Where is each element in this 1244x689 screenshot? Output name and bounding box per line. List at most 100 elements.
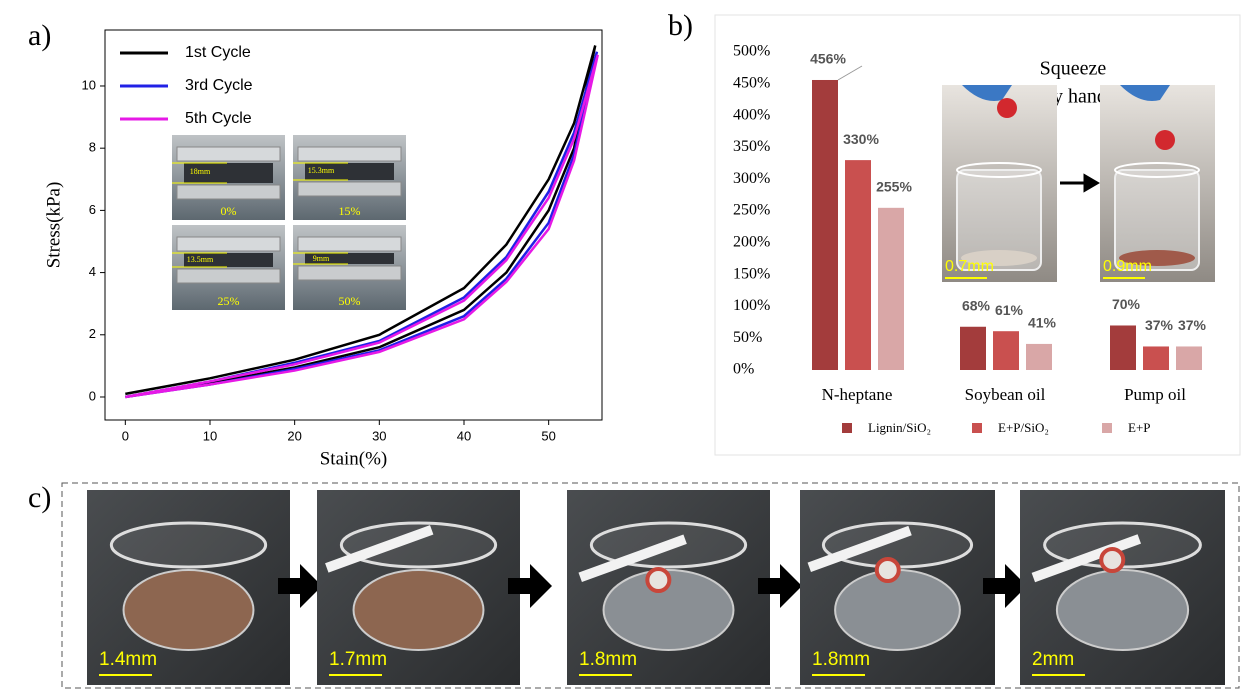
- legend-label: 5th Cycle: [185, 110, 252, 127]
- beaker-base: [122, 569, 255, 651]
- beaker-rim: [956, 162, 1042, 178]
- series-line: [125, 54, 599, 399]
- y-tick-label: 200%: [733, 233, 770, 250]
- legend-swatch: [972, 423, 982, 433]
- value-label: 70%: [1112, 296, 1141, 312]
- bar: [993, 331, 1019, 370]
- plot-frame: [104, 29, 603, 421]
- bar: [960, 326, 986, 370]
- y-tick-label: 300%: [733, 170, 770, 187]
- inset-strain: 15%: [339, 204, 361, 218]
- beaker-rim: [1114, 162, 1200, 178]
- x-tick-label: Pump oil: [1124, 385, 1186, 404]
- photo-caption: Squeeze: [1040, 58, 1107, 80]
- y-tick-label: 0%: [733, 361, 754, 378]
- glove: [1120, 85, 1170, 101]
- inset-photo: 9mm 50%: [293, 225, 406, 310]
- annotation-leader: [837, 65, 863, 81]
- beaker-base: [1055, 569, 1190, 651]
- tweezer: [807, 525, 912, 572]
- bar: [1110, 325, 1136, 370]
- beaker-base: [834, 569, 961, 651]
- photo: [942, 85, 1057, 282]
- value-label: 255%: [876, 179, 912, 195]
- tweezer: [1031, 534, 1142, 583]
- beaker-base: [352, 569, 485, 651]
- panel-label: a): [28, 19, 51, 52]
- bar: [1176, 346, 1202, 370]
- value-label: 37%: [1178, 317, 1207, 333]
- tweezer: [325, 525, 434, 573]
- bar: [878, 207, 904, 370]
- sponge: [997, 98, 1017, 118]
- sample: [184, 253, 273, 267]
- legend-label: 3rd Cycle: [185, 77, 253, 94]
- sponge: [645, 567, 672, 593]
- arrow: [758, 564, 802, 608]
- scale-label: 1.8mm: [812, 649, 870, 670]
- x-tick-label: 20: [287, 428, 301, 443]
- panel-c-frame: [61, 482, 1240, 689]
- series-line: [125, 51, 599, 399]
- plate: [297, 181, 402, 197]
- sample: [305, 163, 394, 180]
- beaker-rim: [821, 521, 974, 569]
- plate: [176, 236, 281, 252]
- y-tick-label: 10: [82, 77, 96, 92]
- y-tick-label: 8: [89, 140, 96, 155]
- x-tick-label: Soybean oil: [965, 385, 1046, 404]
- scale-label: 1.8mm: [579, 649, 637, 670]
- inset-photo: 13.5mm 25%: [172, 225, 285, 310]
- beaker: [956, 169, 1042, 271]
- tweezer: [578, 534, 687, 583]
- inset-thickness: 9mm: [313, 254, 330, 263]
- inset-thickness: 13.5mm: [187, 255, 214, 264]
- y-tick-label: 150%: [733, 265, 770, 282]
- y-tick-label: 350%: [733, 138, 770, 155]
- inset-thickness: 18mm: [190, 167, 211, 176]
- legend-label: E+P/SiO₂: [998, 420, 1049, 435]
- photo-caption: by hand: [1043, 86, 1107, 108]
- legend-label: Lignin/SiO₂: [868, 420, 931, 435]
- inset-strain: 0%: [221, 204, 237, 218]
- y-tick-label: 2: [89, 326, 96, 341]
- scale-label: 2mm: [1032, 649, 1074, 670]
- sponge: [874, 557, 901, 583]
- arrow: [1060, 173, 1100, 193]
- series-line: [125, 45, 597, 399]
- sample: [184, 163, 273, 183]
- beaker-rim: [109, 521, 268, 569]
- bar: [812, 79, 838, 370]
- arrow: [508, 564, 552, 608]
- scale-label: 1.4mm: [99, 649, 157, 670]
- x-tick-label: N-heptane: [822, 385, 893, 404]
- sponge: [1099, 547, 1126, 573]
- plate: [297, 146, 402, 162]
- x-tick-label: 30: [372, 428, 386, 443]
- x-tick-label: 50: [541, 428, 555, 443]
- sponge: [1155, 130, 1175, 150]
- y-axis-label: Stress(kPa): [43, 182, 64, 269]
- photo: [1100, 85, 1215, 282]
- plate: [297, 236, 402, 252]
- y-tick-label: 100%: [733, 297, 770, 314]
- legend-label: 1st Cycle: [185, 44, 251, 61]
- value-label: 41%: [1028, 315, 1057, 331]
- value-label: 456%: [810, 51, 846, 67]
- y-tick-label: 6: [89, 202, 96, 217]
- value-label: 68%: [962, 297, 991, 313]
- inset-photo: 15.3mm 15%: [293, 135, 406, 220]
- y-tick-label: 0: [89, 388, 96, 403]
- legend-swatch: [1102, 423, 1112, 433]
- x-axis-label: Stain(%): [320, 448, 388, 469]
- inset-thickness: 15.3mm: [308, 166, 335, 175]
- liquid: [961, 250, 1037, 266]
- beaker-base: [602, 569, 735, 651]
- plate: [176, 268, 281, 284]
- panel-label: b): [668, 9, 693, 42]
- arrow: [983, 564, 1027, 608]
- y-tick-label: 4: [89, 264, 96, 279]
- inset-strain: 50%: [339, 294, 361, 308]
- scale-label: 1.7mm: [329, 649, 387, 670]
- value-label: 61%: [995, 302, 1024, 318]
